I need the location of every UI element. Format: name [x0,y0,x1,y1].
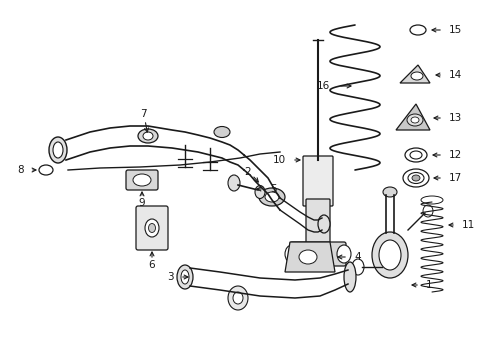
Ellipse shape [343,262,355,292]
Ellipse shape [133,174,151,186]
Text: 11: 11 [461,220,474,230]
Ellipse shape [410,117,418,123]
Text: 15: 15 [448,25,461,35]
Text: 1: 1 [425,280,432,290]
Text: 5: 5 [269,184,276,194]
Ellipse shape [181,270,189,284]
FancyBboxPatch shape [303,156,332,206]
Ellipse shape [336,245,350,263]
Ellipse shape [145,219,159,237]
Ellipse shape [422,205,432,217]
Polygon shape [399,65,429,83]
Text: 2: 2 [244,167,251,177]
Ellipse shape [420,196,442,204]
Ellipse shape [232,292,243,304]
Text: 14: 14 [448,70,461,80]
Text: 6: 6 [148,260,155,270]
Ellipse shape [351,259,363,275]
Ellipse shape [410,72,422,80]
Ellipse shape [264,192,279,202]
Text: 3: 3 [167,272,174,282]
Ellipse shape [214,126,229,138]
FancyBboxPatch shape [289,242,346,266]
Ellipse shape [227,286,247,310]
Text: 12: 12 [448,150,461,160]
Ellipse shape [406,114,422,126]
Ellipse shape [259,188,285,206]
Ellipse shape [53,142,63,158]
Ellipse shape [285,245,298,263]
Ellipse shape [317,215,329,233]
Polygon shape [285,242,334,272]
Text: 4: 4 [353,252,360,262]
Text: 17: 17 [448,173,461,183]
Text: 16: 16 [316,81,329,91]
Ellipse shape [177,265,193,289]
Text: 13: 13 [448,113,461,123]
Text: 8: 8 [18,165,24,175]
FancyBboxPatch shape [305,199,329,261]
FancyBboxPatch shape [126,170,158,190]
Ellipse shape [371,232,407,278]
Ellipse shape [138,129,158,143]
Ellipse shape [298,250,316,264]
Ellipse shape [148,224,155,233]
Text: 7: 7 [140,109,146,119]
Ellipse shape [254,185,264,198]
Ellipse shape [411,175,419,181]
Text: 10: 10 [272,155,285,165]
Text: 9: 9 [139,198,145,208]
FancyBboxPatch shape [136,206,168,250]
Ellipse shape [382,187,396,197]
Polygon shape [395,104,429,130]
Ellipse shape [142,132,153,140]
Ellipse shape [227,175,240,191]
Ellipse shape [49,137,67,163]
Ellipse shape [378,240,400,270]
